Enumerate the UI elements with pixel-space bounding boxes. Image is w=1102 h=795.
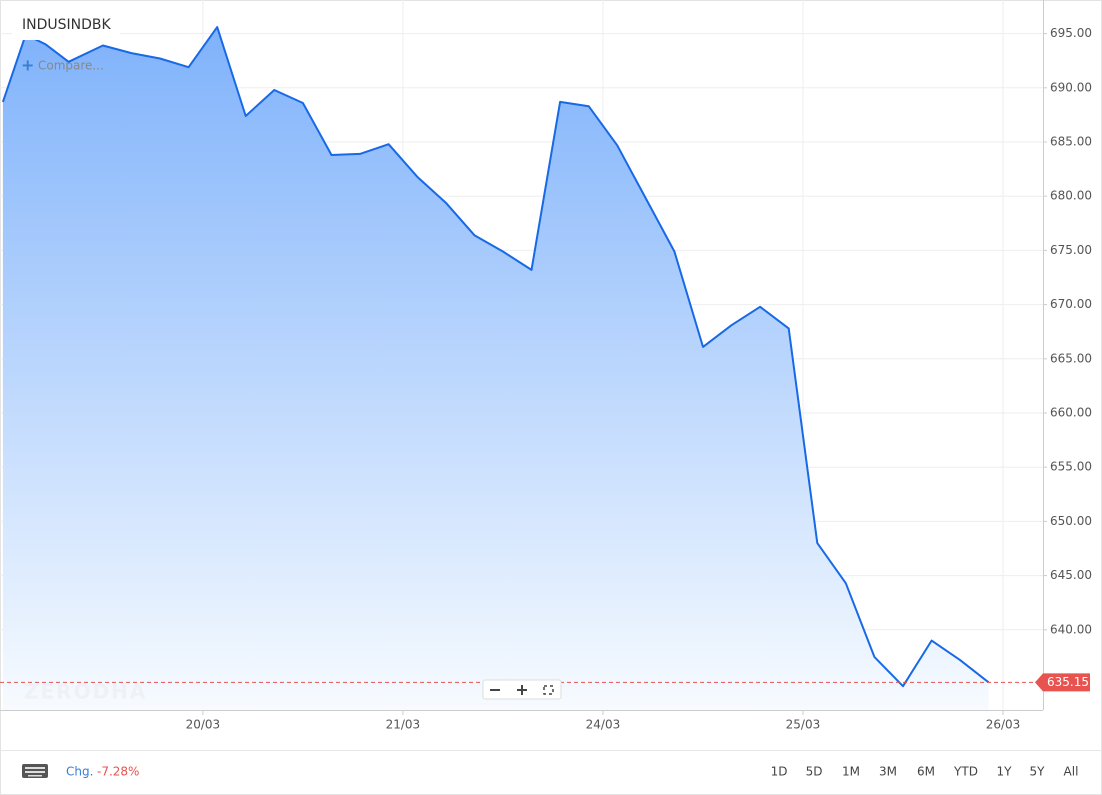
y-tick-label: 670.00 bbox=[1050, 297, 1092, 311]
compare-plus[interactable]: + bbox=[21, 56, 34, 75]
y-tick-label: 685.00 bbox=[1050, 135, 1092, 149]
y-tick-label: 665.00 bbox=[1050, 351, 1092, 365]
change-value: -7.28% bbox=[97, 765, 139, 779]
x-tick-label: 21/03 bbox=[386, 718, 421, 732]
fullscreen[interactable] bbox=[543, 685, 554, 695]
range-button[interactable]: 1D bbox=[771, 765, 788, 779]
price-line bbox=[1, 26, 990, 688]
x-tick-label: 24/03 bbox=[586, 718, 621, 732]
y-tick-label: 645.00 bbox=[1050, 568, 1092, 582]
x-tick-label: 26/03 bbox=[986, 718, 1021, 732]
y-tick-label: 655.00 bbox=[1050, 460, 1092, 474]
watermark: ZERODHA bbox=[24, 680, 147, 704]
range-button[interactable]: 3M bbox=[879, 765, 897, 779]
keyboard-icon[interactable] bbox=[22, 764, 48, 778]
symbol-box[interactable] bbox=[12, 10, 120, 40]
range-button[interactable]: 1M bbox=[842, 765, 860, 779]
range-button[interactable]: 5Y bbox=[1030, 765, 1046, 779]
y-tick-label: 690.00 bbox=[1050, 80, 1092, 94]
last-price-label: 635.15 bbox=[1047, 675, 1089, 689]
plot-area bbox=[0, 0, 1043, 711]
y-tick-label: 695.00 bbox=[1050, 26, 1092, 40]
range-button[interactable]: All bbox=[1064, 765, 1079, 779]
y-tick-label: 660.00 bbox=[1050, 405, 1092, 419]
range-button[interactable]: 6M bbox=[917, 765, 935, 779]
y-tick-label: 675.00 bbox=[1050, 243, 1092, 257]
y-tick-label: 640.00 bbox=[1050, 622, 1092, 636]
x-tick-label: 20/03 bbox=[186, 718, 221, 732]
range-button[interactable]: 5D bbox=[806, 765, 823, 779]
x-tick-label: 25/03 bbox=[786, 718, 821, 732]
symbol-title: INDUSINDBK bbox=[22, 17, 112, 33]
area-fill bbox=[2, 27, 989, 711]
compare-link[interactable]: Compare... bbox=[38, 59, 104, 73]
overlay: INDUSINDBK + Compare... ZERODHA Chg. -7.… bbox=[12, 10, 562, 779]
y-tick-label: 680.00 bbox=[1050, 189, 1092, 203]
range-button[interactable]: 1Y bbox=[997, 765, 1013, 779]
change-label: Chg. bbox=[66, 765, 93, 779]
y-tick-label: 650.00 bbox=[1050, 514, 1092, 528]
last-price-tag bbox=[1035, 673, 1090, 692]
range-button[interactable]: YTD bbox=[953, 765, 978, 779]
